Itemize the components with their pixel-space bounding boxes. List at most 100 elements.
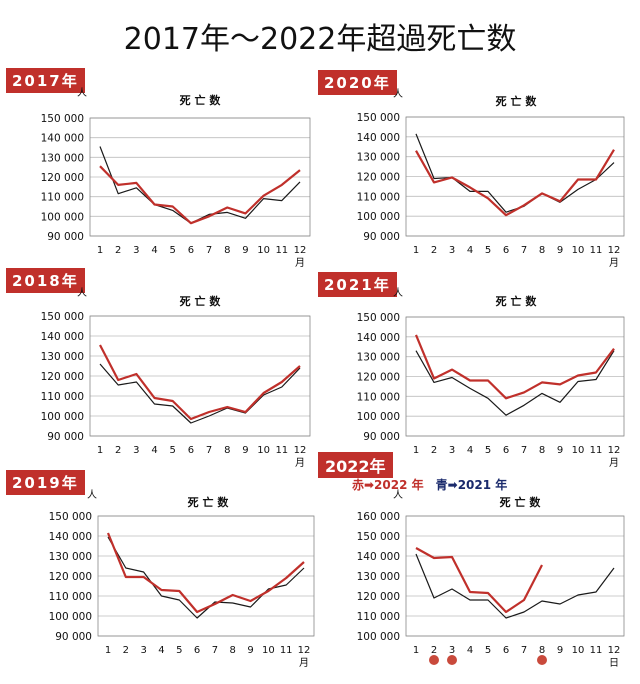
x-tick-label: 10 xyxy=(572,245,585,256)
x-tick-label: 12 xyxy=(294,445,307,456)
y-tick-label: 130 000 xyxy=(357,152,400,164)
x-tick-label: 3 xyxy=(133,445,139,456)
y-tick-label: 140 000 xyxy=(357,551,400,563)
x-tick-label: 5 xyxy=(485,445,491,456)
plot-frame xyxy=(97,515,315,637)
y-tick-label: 100 000 xyxy=(41,411,84,423)
y-tick-label: 150 000 xyxy=(41,113,84,125)
x-tick-label: 9 xyxy=(242,245,248,256)
x-tick-label: 6 xyxy=(194,645,200,656)
x-tick-label: 3 xyxy=(449,645,455,656)
plot-frame xyxy=(89,117,311,237)
x-tick-label: 6 xyxy=(503,645,509,656)
y-axis-label: 人 xyxy=(393,489,403,501)
x-tick-label: 2 xyxy=(431,245,437,256)
x-tick-label: 3 xyxy=(133,245,139,256)
y-tick-label: 110 000 xyxy=(41,192,84,204)
x-tick-label: 9 xyxy=(247,645,253,656)
plot-frame xyxy=(405,316,625,437)
y-tick-label: 110 000 xyxy=(357,391,400,403)
x-axis-label: 月 xyxy=(609,257,619,269)
series-line-red xyxy=(99,165,301,225)
x-tick-label: 4 xyxy=(467,445,473,456)
legend-blue: 青➡2021 年 xyxy=(435,478,508,492)
series-line-red xyxy=(415,547,543,614)
x-tick-label: 2 xyxy=(115,445,121,456)
x-tick-label: 7 xyxy=(206,445,212,456)
x-tick-label: 2 xyxy=(115,245,121,256)
x-tick-label: 10 xyxy=(257,245,270,256)
y-tick-label: 130 000 xyxy=(357,571,400,583)
year-tag: 2020年 xyxy=(318,70,397,95)
y-tick-label: 100 000 xyxy=(49,611,92,623)
y-tick-label: 100 000 xyxy=(357,411,400,423)
y-tick-label: 150 000 xyxy=(357,531,400,543)
x-tick-label: 5 xyxy=(170,245,176,256)
x-tick-label: 3 xyxy=(140,645,146,656)
y-tick-label: 120 000 xyxy=(49,571,92,583)
x-tick-label: 8 xyxy=(539,445,545,456)
year-tag: 2018年 xyxy=(6,268,85,293)
y-tick-label: 120 000 xyxy=(357,172,400,184)
year-tag: 2017年 xyxy=(6,68,85,93)
x-tick-label: 1 xyxy=(413,445,419,456)
x-tick-label: 9 xyxy=(557,645,563,656)
y-tick-label: 90 000 xyxy=(47,431,84,443)
x-tick-label: 10 xyxy=(257,445,270,456)
x-tick-label: 11 xyxy=(590,245,603,256)
y-tick-label: 110 000 xyxy=(49,591,92,603)
y-tick-label: 140 000 xyxy=(357,332,400,344)
x-tick-label: 5 xyxy=(170,445,176,456)
y-tick-label: 110 000 xyxy=(357,611,400,623)
x-axis-label: 月 xyxy=(609,457,619,469)
series-line-red xyxy=(414,334,615,400)
legend-red: 赤➡2022 年 xyxy=(352,478,424,492)
x-tick-label: 7 xyxy=(206,245,212,256)
x-tick-label: 10 xyxy=(572,645,585,656)
highlight-dot xyxy=(429,655,439,665)
legend-note: 赤➡2022 年 青➡2021 年 xyxy=(352,476,507,493)
x-tick-label: 9 xyxy=(557,445,563,456)
year-tag: 2021年 xyxy=(318,272,397,297)
x-tick-label: 11 xyxy=(590,445,603,456)
x-tick-label: 1 xyxy=(97,445,103,456)
x-tick-label: 4 xyxy=(151,245,157,256)
y-axis-label: 人 xyxy=(77,287,87,299)
y-tick-label: 90 000 xyxy=(363,231,400,243)
y-axis-label: 人 xyxy=(87,489,97,501)
y-tick-label: 100 000 xyxy=(41,211,84,223)
x-tick-label: 12 xyxy=(608,245,621,256)
x-tick-label: 5 xyxy=(485,245,491,256)
y-tick-label: 140 000 xyxy=(357,132,400,144)
x-tick-label: 8 xyxy=(539,645,545,656)
x-tick-label: 11 xyxy=(275,445,288,456)
y-tick-label: 130 000 xyxy=(41,152,84,164)
x-tick-label: 12 xyxy=(298,645,311,656)
x-tick-label: 7 xyxy=(521,445,527,456)
x-tick-label: 2 xyxy=(431,645,437,656)
x-tick-label: 7 xyxy=(521,645,527,656)
y-tick-label: 120 000 xyxy=(41,172,84,184)
y-tick-label: 140 000 xyxy=(49,531,92,543)
x-tick-label: 11 xyxy=(590,645,603,656)
x-tick-label: 1 xyxy=(97,245,103,256)
x-tick-label: 12 xyxy=(608,645,621,656)
y-tick-label: 120 000 xyxy=(41,371,84,383)
x-tick-label: 4 xyxy=(158,645,164,656)
y-tick-label: 110 000 xyxy=(41,391,84,403)
x-tick-label: 6 xyxy=(188,245,194,256)
y-tick-label: 90 000 xyxy=(47,231,84,243)
x-tick-label: 2 xyxy=(123,645,129,656)
x-tick-label: 1 xyxy=(105,645,111,656)
y-tick-label: 100 000 xyxy=(357,211,400,223)
x-tick-label: 9 xyxy=(242,445,248,456)
x-tick-label: 3 xyxy=(449,445,455,456)
series-line-black xyxy=(415,350,615,416)
chart-title: 死 亡 数 xyxy=(180,93,222,107)
series-line-red xyxy=(106,532,305,614)
x-tick-label: 11 xyxy=(275,245,288,256)
x-tick-label: 7 xyxy=(212,645,218,656)
